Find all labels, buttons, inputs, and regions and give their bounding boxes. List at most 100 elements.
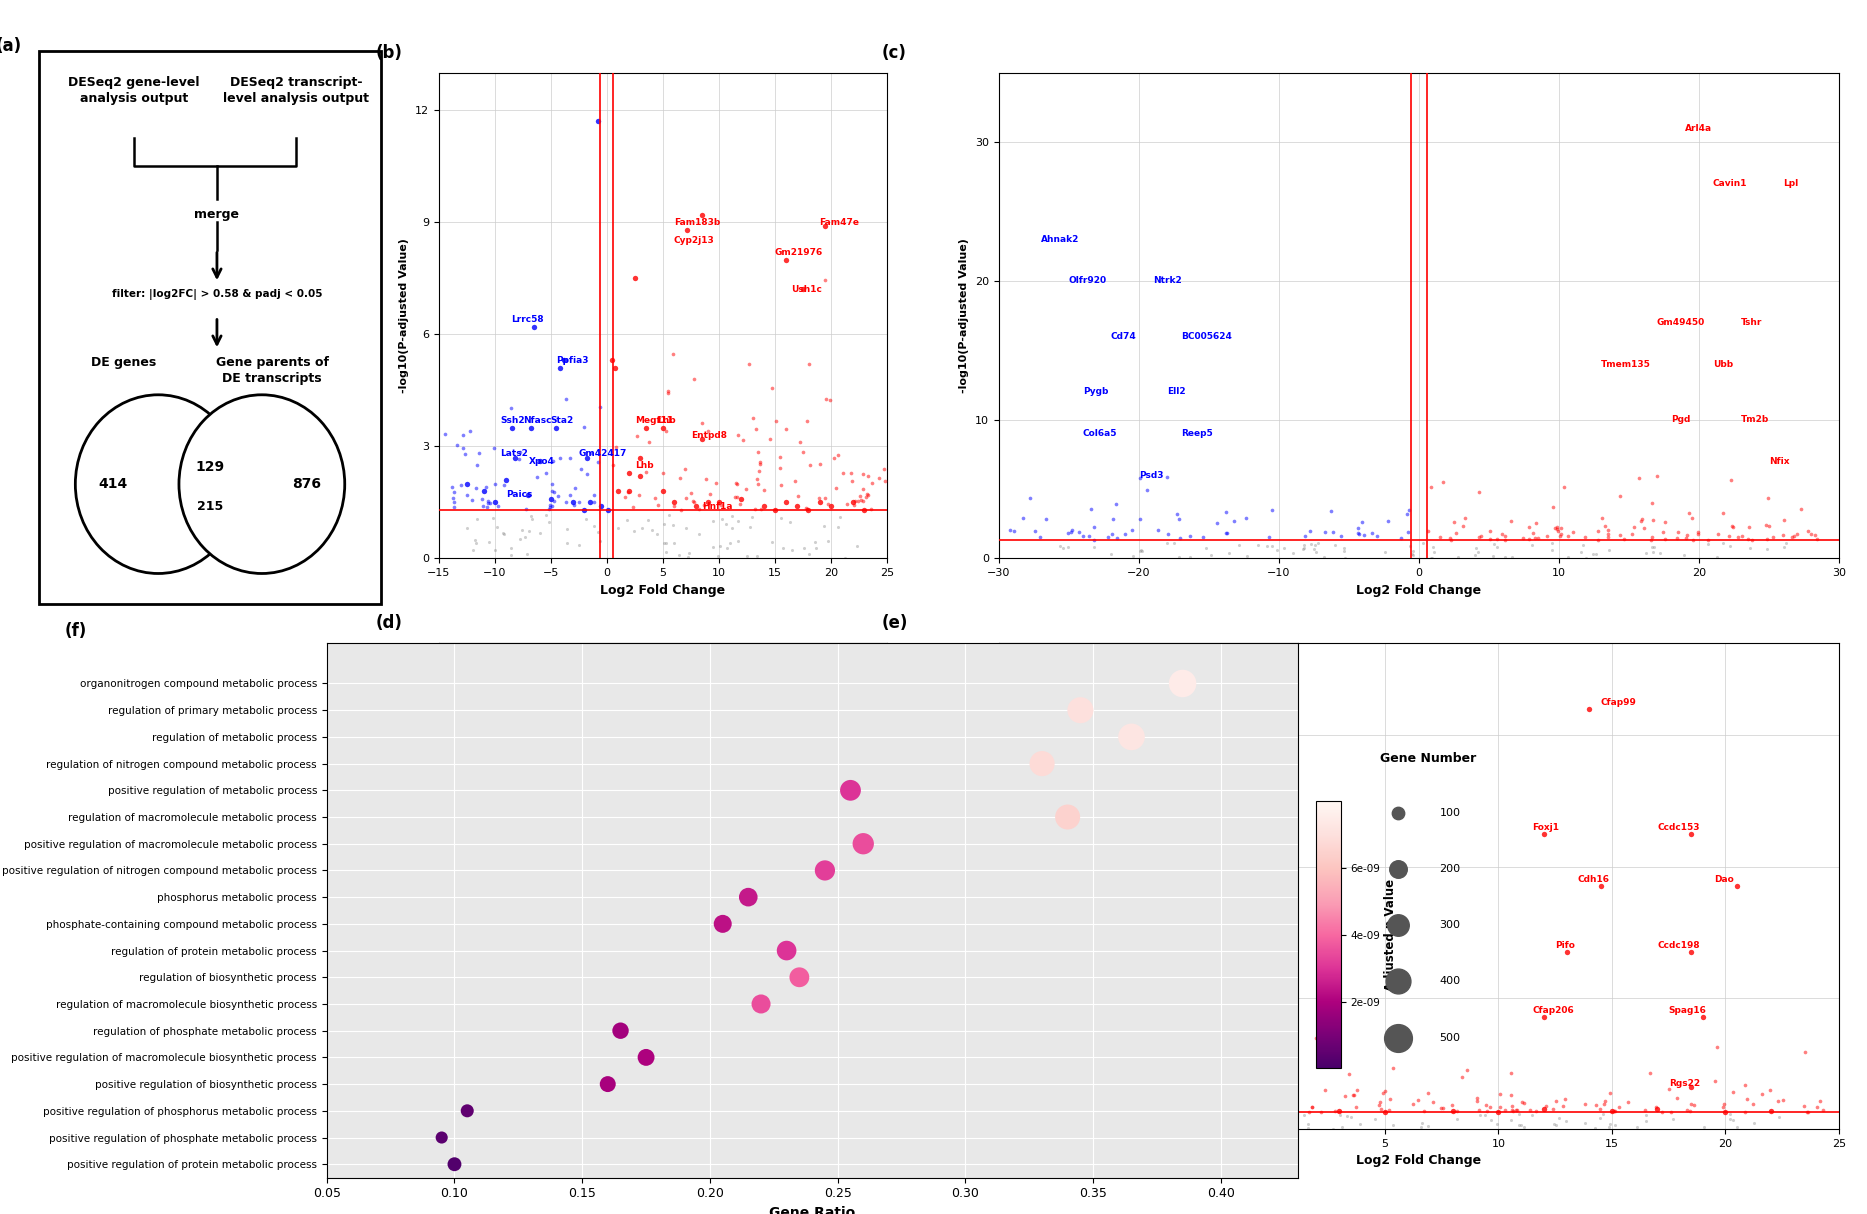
Point bbox=[472, 492, 502, 511]
Point bbox=[452, 1053, 482, 1072]
Point bbox=[1124, 509, 1154, 528]
Point bbox=[1551, 1111, 1581, 1130]
Point bbox=[1727, 526, 1757, 545]
Point bbox=[1126, 540, 1156, 560]
Point bbox=[743, 546, 773, 566]
Text: 129: 129 bbox=[196, 460, 224, 475]
Point bbox=[1029, 1110, 1059, 1129]
Point bbox=[1538, 1114, 1568, 1134]
Point bbox=[771, 493, 801, 512]
Point bbox=[708, 1039, 737, 1059]
Point bbox=[1270, 539, 1299, 558]
Point bbox=[1335, 1107, 1365, 1127]
Point bbox=[795, 544, 825, 563]
Text: (a): (a) bbox=[0, 38, 22, 56]
Point bbox=[1217, 1101, 1247, 1121]
Point bbox=[1197, 545, 1227, 565]
Point bbox=[1703, 524, 1733, 544]
Point bbox=[498, 1077, 528, 1096]
Point bbox=[1367, 1099, 1397, 1118]
Text: Paics: Paics bbox=[506, 490, 532, 499]
Point bbox=[668, 1108, 698, 1128]
Point bbox=[1014, 488, 1044, 507]
Point bbox=[551, 388, 581, 408]
Point bbox=[1482, 538, 1512, 557]
Point bbox=[1064, 523, 1094, 543]
Point bbox=[474, 532, 504, 551]
Point bbox=[1538, 498, 1568, 517]
Point bbox=[543, 885, 573, 904]
Point bbox=[741, 1059, 771, 1078]
Point bbox=[1473, 1101, 1503, 1121]
Point bbox=[556, 1040, 586, 1060]
Point bbox=[762, 1099, 792, 1118]
Point bbox=[1490, 527, 1520, 546]
Point bbox=[579, 486, 609, 505]
Text: Pgd: Pgd bbox=[1671, 415, 1690, 424]
Point bbox=[1731, 1102, 1761, 1122]
Point bbox=[1626, 510, 1656, 529]
Point bbox=[655, 1046, 685, 1066]
Point bbox=[562, 1015, 592, 1034]
Point bbox=[1279, 544, 1309, 563]
Point bbox=[1163, 548, 1193, 567]
Point bbox=[1677, 942, 1706, 961]
Point bbox=[777, 1080, 807, 1100]
Point bbox=[1316, 1051, 1346, 1071]
Point bbox=[1288, 1105, 1318, 1124]
Text: 215: 215 bbox=[196, 500, 224, 514]
Text: Cd200r1: Cd200r1 bbox=[1158, 1000, 1200, 1009]
Point bbox=[784, 1111, 814, 1130]
Point bbox=[689, 1060, 719, 1079]
Point bbox=[474, 1057, 504, 1077]
Point bbox=[747, 994, 777, 1014]
Point bbox=[749, 1054, 779, 1073]
Point bbox=[1658, 1110, 1688, 1129]
Point bbox=[1585, 877, 1615, 896]
Point bbox=[459, 1051, 489, 1071]
Text: Ccdc113: Ccdc113 bbox=[614, 970, 657, 978]
Point bbox=[635, 1062, 665, 1082]
Point bbox=[1232, 1106, 1262, 1125]
Point bbox=[1789, 1096, 1818, 1116]
Point bbox=[1152, 467, 1182, 487]
Point bbox=[1083, 1102, 1113, 1122]
Point bbox=[1509, 1117, 1538, 1136]
Point bbox=[779, 1032, 808, 1051]
Point bbox=[1471, 1095, 1501, 1114]
Point bbox=[788, 443, 818, 463]
Point bbox=[1092, 527, 1122, 546]
Point bbox=[569, 500, 599, 520]
Text: (f): (f) bbox=[65, 622, 88, 640]
Point bbox=[1606, 524, 1635, 544]
Point bbox=[825, 507, 855, 527]
Point bbox=[820, 1061, 849, 1080]
Point bbox=[1335, 1065, 1365, 1084]
Point bbox=[1637, 537, 1667, 556]
Point bbox=[1051, 923, 1081, 942]
Point bbox=[551, 492, 581, 511]
Point bbox=[732, 1036, 762, 1055]
Point bbox=[1721, 1117, 1751, 1136]
Point bbox=[665, 469, 695, 488]
Point bbox=[1718, 516, 1748, 535]
Point bbox=[691, 470, 721, 489]
Point bbox=[1025, 527, 1055, 546]
Point bbox=[1161, 505, 1191, 524]
Point bbox=[1585, 1108, 1615, 1128]
Point bbox=[532, 1089, 562, 1108]
Point bbox=[702, 989, 732, 1009]
Point bbox=[715, 533, 745, 552]
Text: Cyp2j13: Cyp2j13 bbox=[674, 237, 715, 245]
Point bbox=[612, 1055, 642, 1074]
Point bbox=[577, 1074, 607, 1094]
Point bbox=[676, 483, 706, 503]
Point bbox=[569, 1111, 599, 1130]
Point bbox=[848, 465, 877, 484]
Point bbox=[771, 420, 801, 439]
Point bbox=[611, 997, 640, 1016]
Point bbox=[1327, 527, 1357, 546]
Point bbox=[734, 887, 764, 907]
Point bbox=[1100, 494, 1130, 514]
Point bbox=[540, 492, 569, 511]
